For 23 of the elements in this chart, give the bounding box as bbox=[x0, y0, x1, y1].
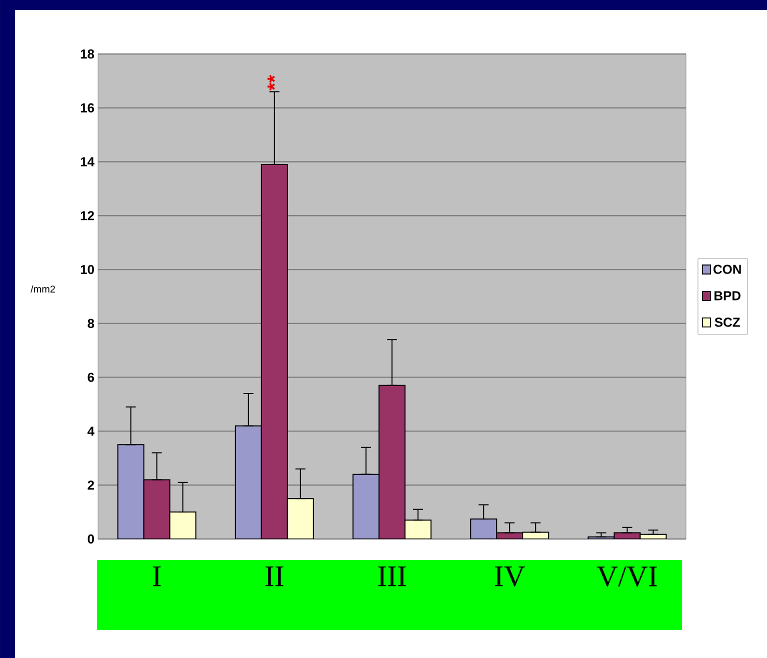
legend-label: CON bbox=[713, 264, 741, 274]
x-tick-label: I bbox=[152, 566, 161, 586]
y-tick-label: 8 bbox=[88, 318, 94, 328]
y-tick-label: 0 bbox=[88, 534, 94, 544]
y-tick-label: 6 bbox=[88, 372, 94, 382]
bar bbox=[260, 164, 288, 539]
y-tick-label: 10 bbox=[80, 264, 94, 274]
x-tick-label: V/VI bbox=[596, 566, 657, 587]
y-tick-label: 4 bbox=[87, 426, 94, 436]
annotation: ** bbox=[268, 75, 275, 90]
bar bbox=[378, 384, 406, 539]
y-tick-label: 2 bbox=[88, 480, 94, 490]
x-tick-label: II bbox=[266, 566, 284, 586]
y-tick-label: 16 bbox=[80, 103, 94, 112]
bar bbox=[143, 479, 170, 539]
y-tick-label: 14 bbox=[80, 157, 94, 166]
y-tick-label: 18 bbox=[80, 49, 94, 59]
y-axis-title: /mm2 bbox=[30, 285, 55, 293]
x-tick-label: III bbox=[378, 566, 406, 586]
legend-label: SCZ bbox=[714, 318, 740, 327]
x-tick-label: IV bbox=[494, 566, 526, 587]
y-tick-label: 12 bbox=[80, 211, 94, 220]
legend-label: BPD bbox=[714, 291, 740, 300]
